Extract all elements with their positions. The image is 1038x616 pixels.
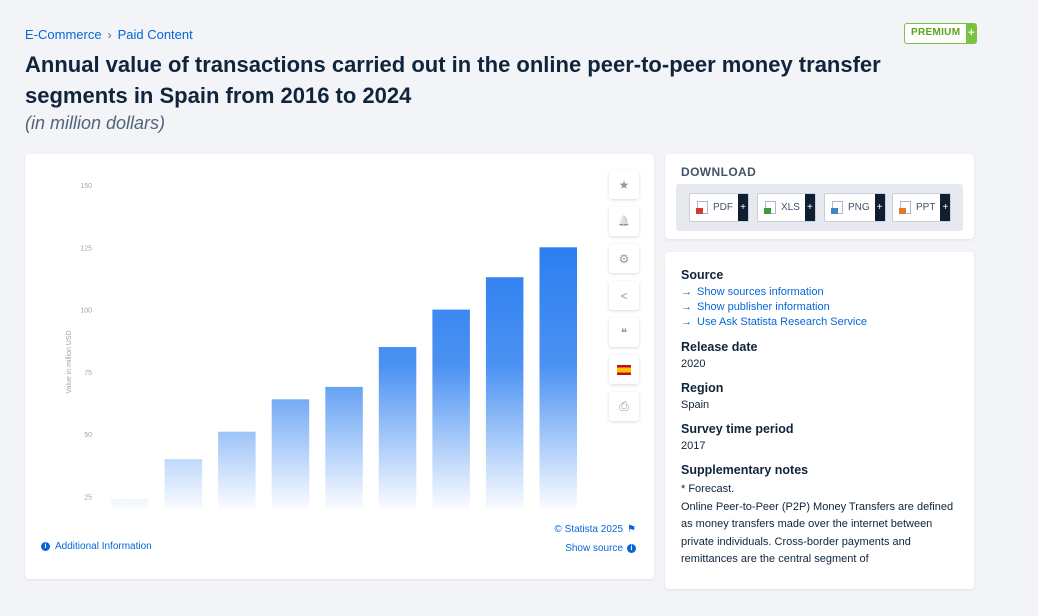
ppt-file-icon	[899, 201, 911, 214]
bell-icon: 🔔	[617, 216, 631, 227]
plus-icon: +	[874, 194, 885, 221]
gear-icon: ⚙	[618, 251, 630, 266]
show-publisher-text: Show publisher information	[697, 301, 830, 313]
download-xls-label: XLS	[781, 202, 800, 213]
additional-information-link[interactable]: i Additional Information	[41, 541, 152, 552]
show-source-text: Show source	[565, 543, 623, 554]
release-date-value: 2020	[681, 358, 706, 370]
premium-badge[interactable]: PREMIUM +	[904, 23, 978, 44]
plus-icon: +	[738, 194, 748, 221]
y-tick-label: 50	[84, 432, 92, 439]
additional-information-text: Additional Information	[55, 541, 152, 552]
bar-2017[interactable]	[164, 459, 203, 509]
print-icon: ⎙	[619, 399, 629, 413]
spain-flag-icon	[617, 364, 631, 375]
pdf-file-icon	[696, 201, 708, 214]
breadcrumb: E-Commerce › Paid Content	[25, 27, 193, 42]
show-source-link[interactable]: Show source i	[565, 543, 636, 554]
premium-label: PREMIUM	[911, 27, 961, 38]
show-sources-text: Show sources information	[697, 286, 824, 298]
premium-plus-icon: +	[966, 24, 977, 43]
statista-copyright-link[interactable]: © Statista 2025 ⚑	[555, 524, 637, 535]
xls-file-icon	[764, 201, 776, 214]
bar-2016[interactable]	[111, 499, 149, 509]
y-tick-label: 150	[80, 183, 92, 190]
show-sources-link[interactable]: → Show sources information	[681, 286, 961, 298]
page-subtitle: (in million dollars)	[25, 113, 166, 133]
bar-2020[interactable]	[325, 386, 363, 509]
y-tick-label: 25	[84, 495, 92, 502]
y-tick-label: 100	[80, 308, 92, 315]
breadcrumb-ecommerce-link[interactable]: E-Commerce	[25, 27, 102, 42]
y-tick-label: 75	[84, 370, 92, 377]
download-pdf-button[interactable]: PDF +	[689, 193, 749, 222]
bar-chart: 25 50 75 100 125 150 Value in million USD	[66, 183, 578, 510]
download-title: DOWNLOAD	[681, 165, 757, 179]
source-heading: Source	[681, 268, 724, 282]
print-button[interactable]: ⎙	[609, 392, 639, 421]
bar-2022[interactable]	[432, 309, 470, 509]
download-xls-button[interactable]: XLS +	[757, 193, 816, 222]
region-heading: Region	[681, 381, 724, 395]
download-pdf-label: PDF	[713, 202, 733, 213]
chart-toolbar: ★ 🔔 ⚙ < ❝ ⎙	[609, 170, 639, 429]
download-ppt-button[interactable]: PPT +	[892, 193, 952, 222]
ask-statista-text: Use Ask Statista Research Service	[697, 316, 867, 328]
release-date-heading: Release date	[681, 340, 758, 354]
bar-2018[interactable]	[218, 431, 256, 509]
region-value: Spain	[681, 399, 710, 411]
favorite-button[interactable]: ★	[609, 170, 639, 199]
survey-period-heading: Survey time period	[681, 422, 794, 436]
arrow-right-icon: →	[681, 316, 692, 328]
download-png-label: PNG	[848, 202, 870, 213]
png-file-icon	[831, 201, 843, 214]
y-tick-label: 125	[80, 245, 92, 252]
breadcrumb-paid-content-link[interactable]: Paid Content	[117, 27, 193, 42]
info-card: Source → Show sources information → Show…	[665, 252, 974, 589]
download-card: DOWNLOAD PDF + XLS + PNG + PPT +	[665, 154, 974, 239]
chart-card: 25 50 75 100 125 150 Value in million USD ★ 🔔 …	[25, 154, 654, 579]
page-title: Annual value of transactions carried out…	[25, 52, 881, 108]
copyright-text: © Statista 2025	[554, 524, 624, 535]
survey-period-value: 2017	[681, 440, 706, 452]
settings-button[interactable]: ⚙	[609, 244, 639, 273]
flag-icon: ⚑	[627, 524, 636, 535]
share-icon: <	[620, 288, 628, 303]
notes-forecast: * Forecast.	[681, 483, 735, 495]
share-button[interactable]: <	[609, 281, 639, 310]
show-publisher-link[interactable]: → Show publisher information	[681, 301, 961, 313]
bar-2024[interactable]	[539, 247, 578, 510]
bar-2019[interactable]	[271, 399, 310, 509]
notes-definition: Online Peer-to-Peer (P2P) Money Transfer…	[681, 500, 954, 566]
bar-2021[interactable]	[378, 347, 417, 509]
notes-fade	[665, 567, 974, 589]
cite-button[interactable]: ❝	[609, 318, 639, 347]
plus-icon: +	[804, 194, 815, 221]
supplementary-notes-heading: Supplementary notes	[681, 463, 809, 477]
star-icon: ★	[618, 177, 630, 192]
region-flag-button[interactable]	[609, 355, 639, 384]
y-axis-label: Value in million USD	[66, 330, 73, 393]
plus-icon: +	[940, 194, 951, 221]
arrow-right-icon: →	[681, 301, 692, 313]
download-png-button[interactable]: PNG +	[824, 193, 886, 222]
info-icon: i	[41, 542, 50, 551]
download-bar: PDF + XLS + PNG + PPT +	[676, 184, 963, 231]
notification-button[interactable]: 🔔	[609, 207, 639, 236]
arrow-right-icon: →	[681, 286, 692, 298]
info-icon: i	[627, 544, 636, 553]
ask-statista-link[interactable]: → Use Ask Statista Research Service	[681, 316, 961, 328]
bar-2023[interactable]	[485, 277, 524, 509]
download-ppt-label: PPT	[916, 202, 936, 213]
quote-icon: ❝	[620, 325, 628, 340]
breadcrumb-separator: ›	[107, 27, 112, 42]
